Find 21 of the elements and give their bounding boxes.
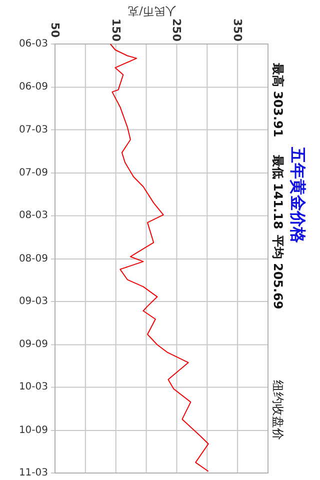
y-tick-label: 10-03 (18, 382, 48, 393)
y-tick-label: 06-03 (18, 38, 48, 50)
y-tick-label: 08-09 (18, 253, 48, 264)
y-tick-label: 09-03 (18, 296, 48, 307)
y-tick-label: 09-09 (18, 339, 48, 350)
x-tick-label: 50 (48, 22, 62, 38)
x-tick-label: 150 (109, 18, 122, 42)
y-tick-label: 10-09 (18, 424, 48, 436)
x-tick-label: 250 (170, 18, 184, 42)
y-tick-label: 11-03 (18, 468, 48, 478)
text: 五年黄金价格 (288, 146, 308, 244)
text: 平均 205.69 (271, 234, 285, 310)
y-axis-title: 人民币/克 (128, 4, 176, 18)
y-tick-label: 07-09 (18, 167, 48, 178)
text: 纽约收盘价 (271, 380, 285, 440)
y-tick-label: 07-03 (18, 124, 48, 136)
y-tick-label: 08-03 (18, 210, 48, 222)
y-tick-label: 06-09 (18, 82, 48, 93)
text: 最高 303.91 (271, 62, 285, 138)
x-tick-label: 350 (231, 18, 244, 42)
text: 最低 141.18 (271, 154, 285, 230)
